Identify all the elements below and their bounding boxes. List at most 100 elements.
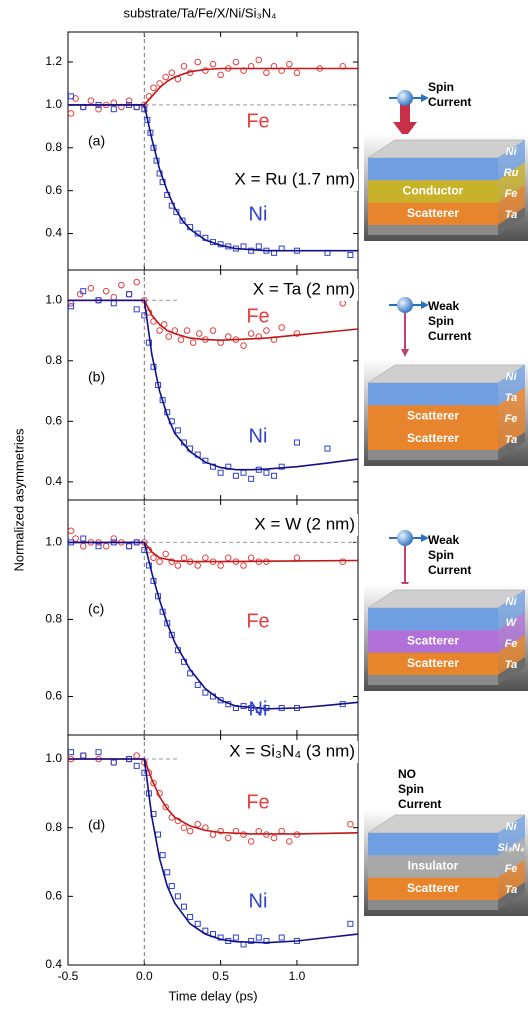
layer: [368, 158, 498, 181]
data-point: [271, 472, 278, 479]
data-point: [194, 920, 201, 927]
side-label: Ta: [505, 884, 517, 896]
panel-label: (d): [88, 817, 105, 833]
data-point: [186, 827, 194, 835]
data-point: [180, 63, 188, 70]
layer: [368, 180, 498, 203]
series-label: Ni: [249, 890, 268, 912]
layer-label: Insulator: [408, 859, 459, 873]
annotation-bg: [180, 279, 358, 301]
side-label: Fe: [505, 188, 518, 200]
layer-side: [498, 409, 525, 450]
cube-base: [368, 900, 498, 910]
cube-base: [368, 675, 498, 685]
data-point: [102, 287, 110, 295]
layer-side: [498, 612, 525, 653]
data-point: [180, 554, 188, 562]
data-point: [217, 562, 224, 569]
data-point: [232, 934, 239, 941]
cube-top: [367, 139, 526, 159]
data-point: [168, 69, 176, 77]
x-tick-label: -0.5: [58, 969, 79, 983]
data-point: [150, 84, 157, 92]
arrow-head: [393, 122, 417, 138]
y-tick-label: 0.8: [45, 612, 62, 626]
data-point: [133, 762, 140, 769]
data-point: [168, 631, 175, 638]
data-point: [164, 869, 171, 876]
layer-label: Scatterer: [407, 656, 459, 670]
annotation-bg: [180, 514, 358, 536]
layer-side: [498, 140, 525, 181]
annotation: X = Si₃N₄ (3 nm): [229, 741, 355, 760]
arrow-shaft: [400, 104, 410, 124]
fit-line: [68, 299, 359, 342]
data-point: [286, 838, 293, 845]
side-label: W: [506, 617, 518, 629]
diagram-caption: Spin: [398, 782, 424, 796]
data-point: [195, 330, 203, 337]
data-point: [174, 562, 182, 569]
data-point: [286, 60, 293, 68]
side-label: Si₃N₄: [497, 842, 524, 854]
spin-ball: [397, 530, 413, 546]
data-point: [293, 554, 301, 562]
data-point: [180, 824, 188, 831]
data-point: [181, 903, 187, 910]
data-point: [247, 838, 255, 845]
y-tick-label: 1.0: [45, 292, 62, 306]
data-point: [278, 324, 285, 331]
y-tick-label: 1.0: [45, 535, 62, 549]
data-point: [248, 247, 255, 254]
data-point: [263, 327, 270, 334]
diagram-caption: Current: [398, 797, 441, 811]
side-label: Ta: [505, 659, 517, 671]
annotation: X = W (2 nm): [254, 514, 355, 533]
data-point: [118, 281, 125, 289]
data-point: [217, 827, 224, 835]
data-point: [87, 284, 95, 292]
layer-label: Conductor: [403, 184, 464, 198]
diagram-caption: Spin: [428, 80, 454, 94]
layer-label: Scatterer: [407, 634, 459, 648]
data-point: [95, 749, 102, 756]
data-point: [194, 681, 201, 688]
diagram-caption: Current: [428, 95, 471, 109]
data-point: [255, 934, 262, 941]
data-point: [339, 299, 347, 307]
y-tick-label: 0.8: [45, 820, 62, 834]
layer-side: [498, 837, 525, 878]
data-point: [68, 93, 75, 100]
diagram-caption: Spin: [428, 314, 454, 328]
data-point: [248, 937, 255, 944]
data-point: [202, 554, 209, 562]
layer-label: Scatterer: [407, 409, 459, 423]
data-point: [95, 543, 102, 550]
cube-top: [367, 814, 526, 834]
data-point: [189, 339, 197, 346]
diagram-caption: Spin: [428, 548, 454, 562]
y-tick-label: 0.6: [45, 689, 62, 703]
diagram-caption: Current: [428, 329, 471, 343]
data-point: [87, 97, 95, 104]
data-point: [126, 543, 133, 550]
data-point: [162, 73, 169, 81]
y-tick-label: 0.6: [45, 413, 62, 427]
side-label: Ta: [505, 392, 517, 404]
data-point: [68, 303, 75, 310]
layer: [368, 383, 498, 406]
layer-label: Scatterer: [407, 431, 459, 445]
series-label: Fe: [246, 110, 269, 132]
data-point: [126, 291, 133, 298]
panel-label: (b): [88, 369, 105, 385]
data-point: [339, 558, 347, 565]
side-label: Fe: [505, 638, 518, 650]
data-point: [67, 299, 75, 307]
layer: [368, 427, 498, 450]
x-tick-label: 0.5: [212, 969, 229, 983]
layer: [368, 405, 498, 428]
data-point: [162, 550, 169, 558]
y-tick-label: 0.8: [45, 353, 62, 367]
data-point: [67, 527, 75, 535]
data-point: [110, 106, 117, 113]
